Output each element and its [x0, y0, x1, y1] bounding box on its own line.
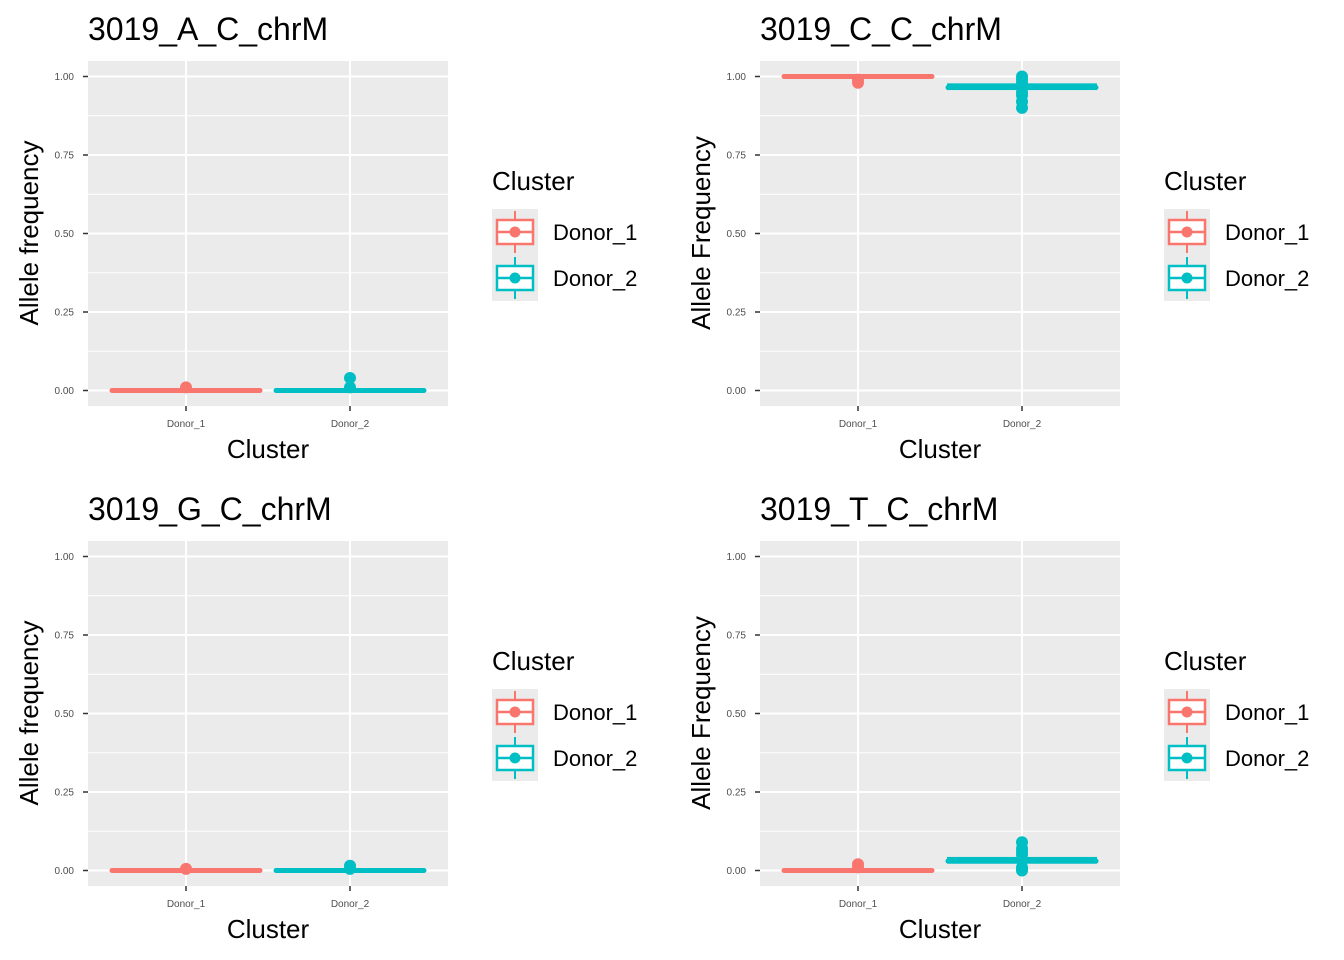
legend-entry-label: Donor_2 — [553, 746, 637, 771]
legend-key-point — [509, 752, 521, 764]
legend: Cluster Donor_1 Donor_2 — [492, 646, 637, 781]
y-tick-label: 1.00 — [727, 72, 747, 83]
legend-key-point — [1181, 752, 1193, 764]
x-axis-label: Cluster — [227, 434, 310, 464]
legend-title: Cluster — [1164, 166, 1247, 196]
chart-panel-3: 3019_G_C_chrM 0.00 0.25 0.50 0.75 1.00 Donor_1… — [14, 491, 637, 944]
y-tick-label: 1.00 — [55, 552, 75, 563]
box-donor-2 — [945, 70, 1099, 114]
legend-entry-label: Donor_1 — [1225, 220, 1309, 245]
outlier-point — [852, 858, 864, 871]
y-tick-label: 0.50 — [55, 229, 75, 240]
outlier-point — [344, 381, 356, 394]
outlier-point — [180, 381, 192, 394]
legend-entry-label: Donor_2 — [1225, 746, 1309, 771]
x-tick-label: Donor_1 — [167, 899, 206, 910]
outlier-point — [1016, 836, 1028, 849]
box-donor-1 — [781, 858, 935, 874]
box-donor-1 — [109, 862, 263, 875]
legend-key-donor-2 — [1167, 257, 1207, 299]
legend-key-donor-1 — [495, 211, 535, 253]
y-axis-label: Allele Frequency — [686, 136, 716, 330]
x-tick-label: Donor_2 — [331, 899, 370, 910]
y-tick-label: 0.75 — [727, 631, 747, 642]
chart-title: 3019_C_C_chrM — [760, 11, 1002, 47]
legend-title: Cluster — [492, 646, 575, 676]
x-tick-label: Donor_1 — [839, 419, 878, 430]
y-tick-label: 0.50 — [55, 709, 75, 720]
legend: Cluster Donor_1 Donor_2 — [492, 166, 637, 301]
y-axis-label: Allele frequency — [14, 621, 44, 806]
chart-title: 3019_T_C_chrM — [760, 491, 998, 527]
outlier-point — [344, 371, 356, 384]
legend-key-point — [1181, 272, 1193, 284]
y-tick-label: 0.50 — [727, 709, 747, 720]
x-tick-label: Donor_2 — [1003, 419, 1042, 430]
chart-title: 3019_A_C_chrM — [88, 11, 328, 47]
legend-key-point — [509, 226, 521, 238]
legend: Cluster Donor_1 Donor_2 — [1164, 646, 1309, 781]
y-tick-label: 0.75 — [55, 151, 75, 162]
y-axis-label: Allele frequency — [14, 141, 44, 326]
x-axis-label: Cluster — [899, 434, 982, 464]
y-tick-label: 0.00 — [55, 386, 75, 397]
legend-entry-label: Donor_1 — [553, 220, 637, 245]
chart-panel-1: 3019_A_C_chrM 0.00 0.25 0.50 0.75 1.00 Donor_1… — [14, 11, 637, 464]
legend-key-point — [509, 272, 521, 284]
box-donor-2 — [273, 859, 427, 875]
legend-key-donor-2 — [495, 737, 535, 779]
outlier-point — [1016, 70, 1028, 83]
box-donor-1 — [109, 381, 263, 394]
legend-title: Cluster — [492, 166, 575, 196]
legend-key-donor-1 — [1167, 691, 1207, 733]
legend-key-donor-2 — [1167, 737, 1207, 779]
y-tick-label: 1.00 — [55, 72, 75, 83]
y-tick-label: 0.25 — [55, 308, 75, 319]
y-tick-label: 1.00 — [727, 552, 747, 563]
x-axis-label: Cluster — [227, 914, 310, 944]
legend-entry-label: Donor_1 — [1225, 700, 1309, 725]
x-tick-label: Donor_1 — [839, 899, 878, 910]
legend-entry-label: Donor_2 — [1225, 266, 1309, 291]
y-tick-label: 0.00 — [727, 866, 747, 877]
legend-key-donor-1 — [1167, 211, 1207, 253]
legend-title: Cluster — [1164, 646, 1247, 676]
legend-key-point — [1181, 226, 1193, 238]
outlier-point — [1016, 86, 1028, 99]
y-tick-label: 0.75 — [55, 631, 75, 642]
x-tick-label: Donor_1 — [167, 419, 206, 430]
box-donor-2 — [273, 371, 427, 394]
chart-panel-2: 3019_C_C_chrM 0.00 0.25 0.50 0.75 1.00 Donor_1… — [686, 11, 1309, 464]
legend-key-point — [509, 706, 521, 718]
y-tick-label: 0.50 — [727, 229, 747, 240]
y-tick-label: 0.75 — [727, 151, 747, 162]
outlier-point — [180, 862, 192, 875]
y-tick-label: 0.00 — [55, 866, 75, 877]
legend: Cluster Donor_1 Donor_2 — [1164, 166, 1309, 301]
legend-key-point — [1181, 706, 1193, 718]
legend-key-donor-1 — [495, 691, 535, 733]
chart-title: 3019_G_C_chrM — [88, 491, 332, 527]
outlier-point — [344, 859, 356, 872]
x-tick-label: Donor_2 — [331, 419, 370, 430]
x-tick-label: Donor_2 — [1003, 899, 1042, 910]
box-donor-1 — [781, 73, 935, 89]
outlier-point — [852, 73, 864, 86]
legend-entry-label: Donor_2 — [553, 266, 637, 291]
y-axis-label: Allele Frequency — [686, 616, 716, 810]
y-tick-label: 0.25 — [727, 788, 747, 799]
legend-key-donor-2 — [495, 257, 535, 299]
y-tick-label: 0.25 — [727, 308, 747, 319]
y-tick-label: 0.25 — [55, 788, 75, 799]
legend-entry-label: Donor_1 — [553, 700, 637, 725]
y-tick-label: 0.00 — [727, 386, 747, 397]
box-donor-2 — [945, 836, 1099, 877]
x-axis-label: Cluster — [899, 914, 982, 944]
chart-panel-4: 3019_T_C_chrM 0.00 0.25 0.50 0.75 1.00 Donor_1… — [686, 491, 1309, 944]
outlier-point — [1016, 861, 1028, 874]
